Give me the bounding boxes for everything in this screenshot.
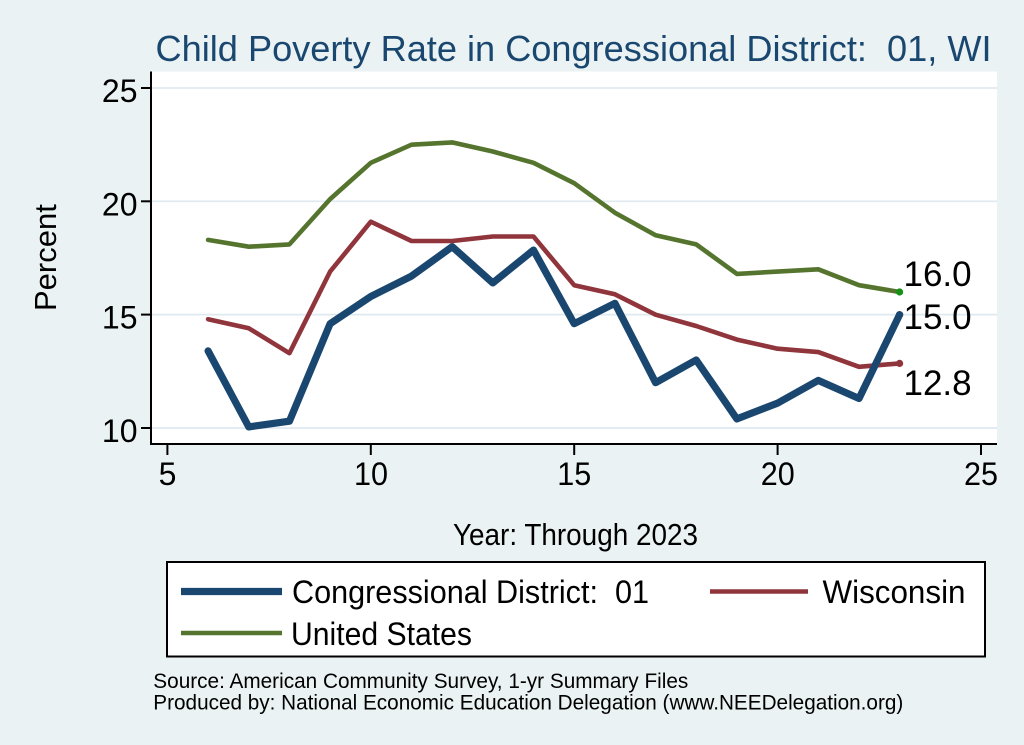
svg-text:5: 5 (159, 456, 177, 492)
svg-text:Produced by: National Economic: Produced by: National Economic Education… (153, 691, 903, 714)
svg-text:10: 10 (354, 456, 388, 492)
svg-text:12.8: 12.8 (904, 364, 972, 403)
svg-text:15.0: 15.0 (904, 298, 972, 337)
svg-text:United States: United States (291, 616, 472, 652)
svg-text:15: 15 (557, 456, 591, 492)
svg-text:16.0: 16.0 (904, 255, 972, 294)
svg-text:25: 25 (964, 456, 998, 492)
svg-text:Percent: Percent (28, 204, 63, 311)
svg-text:10: 10 (102, 413, 138, 449)
svg-text:20: 20 (102, 186, 138, 222)
svg-text:15: 15 (102, 300, 138, 336)
svg-text:Congressional District: 01: Congressional District: 01 (292, 574, 649, 610)
svg-text:25: 25 (102, 73, 138, 109)
svg-text:Source: American Community Sur: Source: American Community Survey, 1-yr … (153, 670, 688, 693)
svg-text:20: 20 (761, 456, 795, 492)
svg-text:Wisconsin: Wisconsin (823, 574, 966, 610)
svg-text:Child Poverty Rate in Congress: Child Poverty Rate in Congressional Dist… (156, 28, 992, 69)
svg-text:Year: Through 2023: Year: Through 2023 (453, 518, 698, 552)
